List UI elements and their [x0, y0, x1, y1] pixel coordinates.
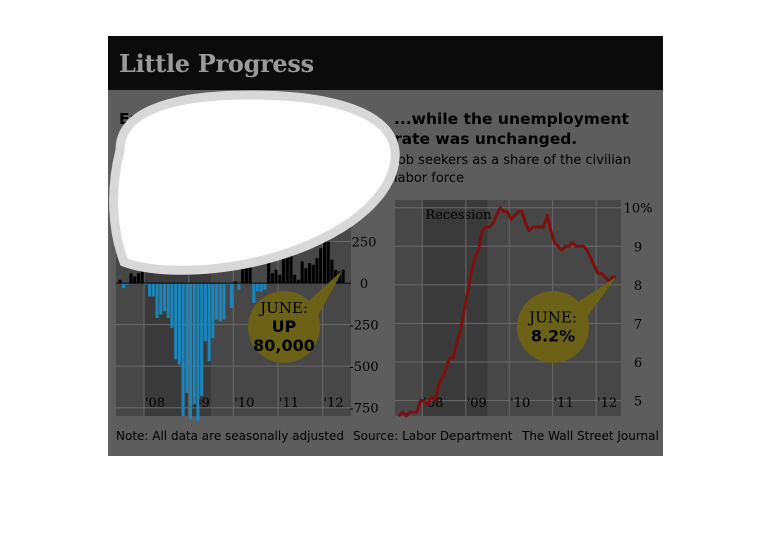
payroll-bar [196, 283, 200, 421]
callout-text: UP [272, 317, 297, 336]
y-tick-label: 5 [634, 395, 642, 410]
title-bar: Little Progress [108, 36, 663, 90]
payroll-bar [181, 283, 185, 416]
chart-figure: Little Progress Employers continued to h… [108, 36, 663, 456]
payroll-bar [140, 271, 144, 284]
payroll-bar [144, 283, 148, 285]
x-tick-label: '12 [597, 396, 617, 411]
payroll-bar [304, 268, 308, 284]
payroll-bar [259, 283, 263, 292]
y-tick-label: 0 [360, 277, 368, 292]
payroll-bar [155, 283, 159, 318]
recession-label: Recession [425, 208, 492, 223]
payroll-bar [215, 283, 219, 320]
y-tick-label: -750 [349, 402, 378, 417]
right-subtitle: Job seekers as a share of the civilian l… [394, 153, 632, 186]
payroll-bar [166, 283, 170, 318]
payroll-bar [159, 283, 163, 315]
payroll-bar [203, 283, 207, 342]
payroll-bar [174, 283, 178, 360]
payroll-bar [133, 276, 137, 284]
x-tick-label: '10 [510, 396, 530, 411]
payroll-bar [263, 283, 267, 290]
callout-text: JUNE: [527, 309, 577, 327]
y-tick-label: 9 [634, 240, 642, 255]
footer-source: Source: Labor Department [353, 429, 513, 443]
payroll-bar [334, 269, 338, 284]
x-tick-label: '08 [145, 396, 165, 411]
x-tick-label: '11 [279, 396, 299, 411]
y-tick-label: -500 [349, 360, 378, 375]
unemployment-line-chart: Recession 10%98765'08'09'10'11'12JUNE:8.2… [395, 200, 653, 418]
unemployment-line [397, 206, 617, 418]
payroll-bar [151, 283, 155, 297]
payroll-bar [226, 283, 230, 285]
payroll-bar [148, 283, 152, 297]
payroll-bar [278, 274, 282, 284]
footer-note: Note: All data are seasonally adjusted [116, 429, 345, 443]
footer-credit: The Wall Street Journal [522, 429, 659, 443]
payroll-bar [118, 279, 122, 284]
payroll-bar [229, 283, 234, 308]
callout-text: JUNE: [258, 299, 308, 317]
payroll-bar [218, 283, 222, 322]
payroll-bar [270, 273, 274, 284]
payroll-bar [293, 274, 297, 284]
figure-title: Little Progress [119, 49, 314, 78]
recession-shading [422, 200, 488, 416]
y-tick-label: 6 [634, 356, 642, 371]
payroll-bar [200, 283, 204, 397]
callout-bubble [517, 291, 589, 363]
payroll-bar [296, 279, 300, 284]
x-tick-label: '12 [324, 396, 344, 411]
payroll-bar [162, 283, 167, 312]
payroll-bar [252, 283, 256, 304]
y-tick-label: -250 [349, 319, 378, 334]
payroll-bar [185, 283, 189, 393]
payroll-bar [222, 283, 226, 320]
payroll-bar [170, 283, 174, 328]
y-tick-label: 10% [624, 202, 653, 217]
x-tick-label: '09 [467, 396, 487, 411]
y-tick-label: 7 [634, 317, 642, 332]
callout-bubble [248, 291, 320, 363]
payroll-bar [177, 283, 181, 365]
y-tick-label: 8 [634, 279, 642, 294]
x-tick-label: '10 [234, 396, 254, 411]
payroll-bar [237, 283, 241, 290]
payroll-bar [233, 281, 237, 284]
payroll-bar [192, 283, 196, 405]
payroll-bar [255, 283, 260, 292]
right-headline: ...while the unemployment rate was uncha… [394, 110, 629, 148]
payroll-bar [337, 271, 341, 284]
payroll-bar [188, 283, 193, 420]
callout-text: 80,000 [253, 336, 315, 355]
x-tick-label: '11 [554, 396, 574, 411]
callout-text: 8.2% [531, 327, 575, 346]
payroll-bar [136, 273, 141, 284]
payroll-bar [207, 283, 211, 362]
payroll-bar [125, 283, 129, 285]
payroll-bar [274, 269, 278, 284]
payroll-bar [122, 283, 126, 289]
payroll-bar [341, 269, 345, 284]
payroll-bar [129, 273, 133, 284]
payroll-bar [211, 283, 215, 338]
